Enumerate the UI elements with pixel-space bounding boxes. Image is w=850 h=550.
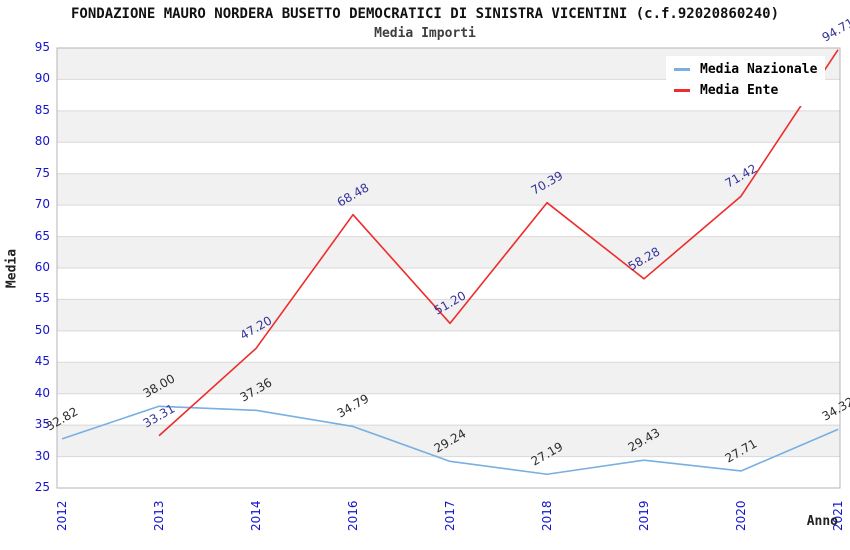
y-tick-label: 35 — [34, 417, 50, 432]
legend-item: Media Ente — [674, 80, 817, 101]
y-tick-label: 65 — [34, 228, 50, 243]
y-tick-label: 25 — [34, 480, 50, 494]
y-tick-label: 30 — [34, 448, 50, 463]
legend-swatch-icon — [674, 89, 690, 92]
grid-band — [57, 362, 840, 394]
y-tick-label: 75 — [34, 165, 50, 180]
x-tick-label: 2012 — [55, 500, 69, 531]
grid-band — [57, 425, 840, 457]
grid-band — [57, 299, 840, 331]
legend: Media Nazionale Media Ente — [666, 56, 826, 106]
x-tick-label: 2014 — [249, 500, 263, 531]
legend-label: Media Nazionale — [700, 62, 818, 77]
y-tick-label: 90 — [34, 71, 50, 86]
x-tick-label: 2018 — [540, 500, 554, 531]
x-tick-label: 2013 — [152, 500, 166, 531]
y-axis-title: Media — [4, 248, 20, 289]
x-tick-label: 2017 — [443, 500, 457, 531]
y-tick-label: 60 — [34, 260, 50, 274]
legend-label: Media Ente — [700, 83, 779, 98]
y-tick-label: 95 — [34, 40, 50, 54]
y-tick-label: 70 — [34, 197, 50, 212]
x-tick-label: 2016 — [346, 500, 360, 531]
x-axis-title: Anno — [806, 514, 838, 529]
chart-subtitle: Media Importi — [374, 26, 476, 41]
series-line-1 — [158, 49, 839, 437]
y-tick-label: 40 — [34, 385, 50, 400]
chart-title: FONDAZIONE MAURO NORDERA BUSETTO DEMOCRA… — [70, 6, 779, 22]
y-tick-label: 45 — [34, 354, 50, 369]
grid-band — [57, 110, 840, 143]
y-tick-label: 85 — [34, 102, 50, 117]
grid-band — [57, 173, 840, 206]
legend-item: Media Nazionale — [674, 59, 817, 80]
grid-band — [57, 236, 840, 268]
y-tick-label: 55 — [34, 291, 50, 306]
y-tick-label: 80 — [34, 134, 50, 149]
x-tick-label: 2020 — [734, 500, 748, 531]
plot-border — [56, 47, 841, 489]
y-tick-label: 50 — [34, 322, 50, 337]
legend-swatch-icon — [674, 68, 690, 71]
x-tick-label: 2019 — [637, 500, 651, 531]
